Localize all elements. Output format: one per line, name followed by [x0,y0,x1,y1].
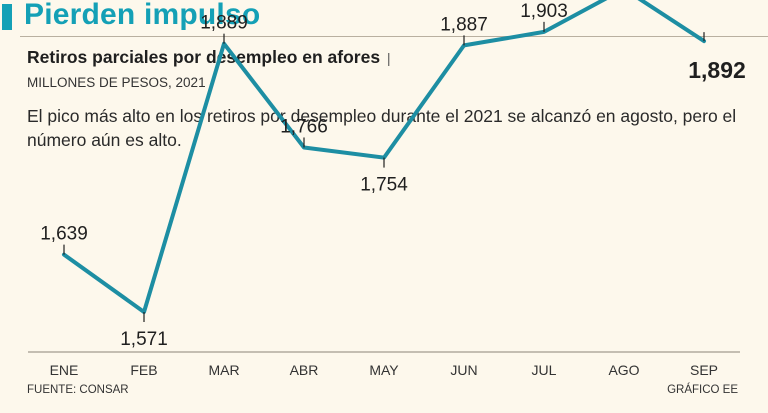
chart-subtitle: Retiros parciales por desempleo en afore… [27,46,447,94]
headline: Pierden impulso [24,0,261,31]
units-separator: | [386,51,391,66]
x-tick-label-jul: JUL [532,362,557,378]
x-tick-label-ene: ENE [50,362,79,378]
data-label-feb: 1,571 [120,329,168,350]
headline-divider [20,36,768,37]
graphic-credit: GRÁFICO EE [667,384,738,396]
data-label-mar: 1,889 [200,13,248,34]
x-tick-label-feb: FEB [130,362,157,378]
units-label: | MILLONES DE PESOS, 2021 [27,51,392,90]
x-tick-label-sep: SEP [690,362,718,378]
title-accent-bar [2,4,12,30]
x-tick-label-jun: JUN [450,362,477,378]
source-note: FUENTE: CONSAR [27,384,129,396]
data-label-sep: 1,892 [688,57,746,83]
data-label-jun: 1,887 [440,14,488,35]
series-line-retiros [62,0,706,314]
x-tick-label-may: MAY [369,362,399,378]
subtitle-text: Retiros parciales por desempleo en afore… [27,47,381,67]
units-text: MILLONES DE PESOS, 2021 [27,75,206,90]
data-label-abr: 1,766 [280,116,328,137]
data-label-ene: 1,639 [40,224,88,245]
x-tick-label-ago: AGO [608,362,639,378]
x-tick-label-mar: MAR [208,362,239,378]
data-label-jul: 1,903 [520,1,568,22]
data-label-may: 1,754 [360,175,408,196]
x-tick-label-abr: ABR [290,362,319,378]
